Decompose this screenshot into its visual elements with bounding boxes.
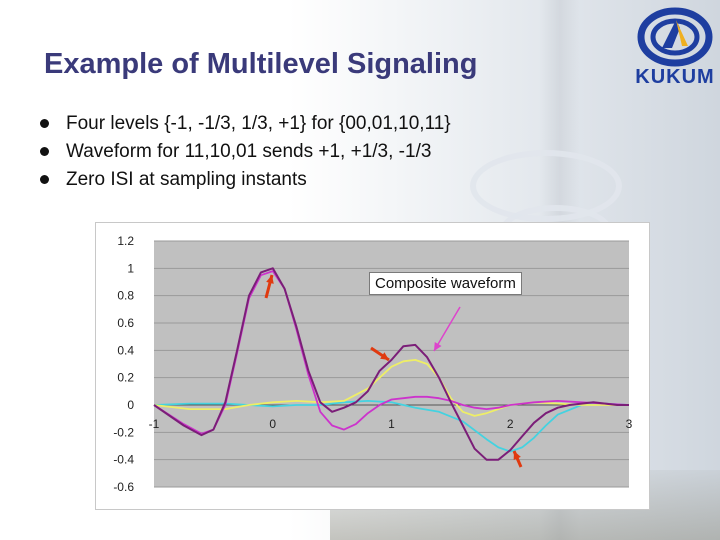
- x-tick-label: 2: [507, 417, 514, 431]
- x-tick-label: 1: [388, 417, 395, 431]
- bullet-item: Zero ISI at sampling instants: [40, 168, 451, 196]
- annotation-pointer-head: [434, 342, 442, 351]
- chart-container: 1.2 1 0.8 0.6 0.4 0.2 0 -0.2 -0.4 -0.6 -1 0 1 2 3: [95, 222, 650, 510]
- y-tick-label: -0.4: [113, 453, 134, 467]
- y-tick-label: 0.8: [117, 289, 134, 303]
- sample-arrow-1-head: [266, 275, 274, 284]
- bullet-text: Zero ISI at sampling instants: [66, 169, 307, 190]
- y-tick-label: 1: [127, 261, 134, 275]
- kukum-emblem-icon: [637, 7, 713, 67]
- logo: KUKUM: [632, 6, 718, 98]
- bullet-dot-icon: [40, 175, 49, 184]
- sample-arrow-3-head: [513, 451, 521, 460]
- y-tick-label: 0.4: [117, 343, 134, 357]
- sample-arrow-2-head: [380, 352, 389, 360]
- x-tick-label: 3: [626, 417, 633, 431]
- series-line-1: [153, 267, 629, 461]
- y-tick-label: 1.2: [117, 234, 134, 248]
- y-tick-label: 0.2: [117, 371, 134, 385]
- chart-annotation: Composite waveform: [369, 272, 522, 295]
- y-tick-label: 0: [127, 398, 134, 412]
- y-tick-label: -0.2: [113, 425, 134, 439]
- bullet-dot-icon: [40, 119, 49, 128]
- y-tick-label: -0.6: [113, 480, 134, 494]
- annotation-pointer-shaft: [433, 306, 461, 352]
- series-line-4: [153, 399, 630, 453]
- bullet-text: Four levels {-1, -1/3, 1/3, +1} for {00,…: [66, 113, 451, 134]
- bullet-list: Four levels {-1, -1/3, 1/3, +1} for {00,…: [40, 112, 451, 196]
- bullet-item: Waveform for 11,10,01 sends +1, +1/3, -1…: [40, 140, 451, 168]
- bullet-dot-icon: [40, 147, 49, 156]
- logo-text: KUKUM: [635, 66, 715, 88]
- slide-title: Example of Multilevel Signaling: [44, 48, 478, 80]
- y-tick-label: 0.6: [117, 316, 134, 330]
- x-tick-label: -1: [149, 417, 160, 431]
- x-tick-label: 0: [269, 417, 276, 431]
- waveform-chart: 1.2 1 0.8 0.6 0.4 0.2 0 -0.2 -0.4 -0.6 -1 0 1 2 3: [113, 234, 633, 494]
- bullet-item: Four levels {-1, -1/3, 1/3, +1} for {00,…: [40, 112, 451, 140]
- bullet-text: Waveform for 11,10,01 sends +1, +1/3, -1…: [66, 141, 432, 162]
